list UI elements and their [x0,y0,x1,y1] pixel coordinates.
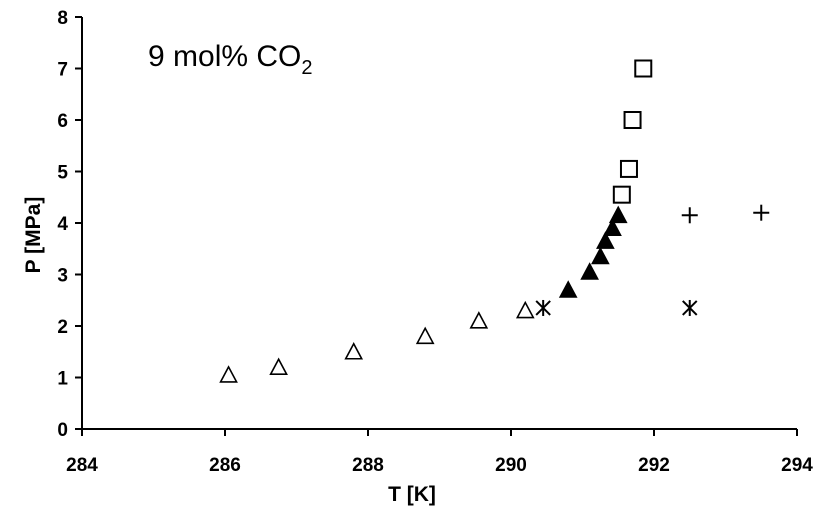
y-tick-label: 8 [57,8,68,29]
x-tick-label: 290 [495,455,527,476]
data-point [591,246,610,265]
plot-area: 284 286 288 290 292 294 0 1 2 3 4 5 6 7 8 [57,8,813,476]
x-tick-label: 294 [781,455,813,476]
data-point [580,262,599,280]
y-tick-label: 7 [57,60,68,81]
y-tick-label: 1 [57,369,68,390]
x-tick-label: 288 [352,455,384,476]
y-tick-label: 4 [57,214,68,235]
x-tick-label: 292 [638,455,670,476]
y-tick-label: 5 [57,163,68,184]
data-point [682,299,698,316]
data-point [603,218,622,236]
data-points [219,59,770,383]
data-point [612,185,631,204]
x-axis-ticks: 284 286 288 290 292 294 [66,429,813,476]
data-point [596,231,615,249]
y-tick-label: 0 [57,420,68,441]
y-axis-ticks: 0 1 2 3 4 5 6 7 8 [57,8,82,441]
chart-title: 9 mol% CO2 [148,40,313,79]
data-point [753,204,770,221]
data-point [619,159,638,178]
data-point [219,365,238,383]
data-point [681,207,698,224]
data-point [608,205,628,224]
data-point [634,59,653,78]
y-tick-label: 6 [57,111,68,132]
data-point [558,280,578,298]
x-tick-label: 284 [66,455,98,476]
y-tick-label: 2 [57,317,68,338]
data-point [344,342,364,360]
data-point [269,357,288,376]
data-point [515,300,535,319]
data-point [469,311,489,329]
y-tick-label: 3 [57,266,68,287]
y-axis-label: P [MPa] [22,197,45,274]
x-tick-label: 286 [209,455,241,476]
data-point [623,111,642,129]
data-point [535,299,551,316]
data-point [415,326,435,345]
x-axis-label: T [K] [388,483,436,506]
